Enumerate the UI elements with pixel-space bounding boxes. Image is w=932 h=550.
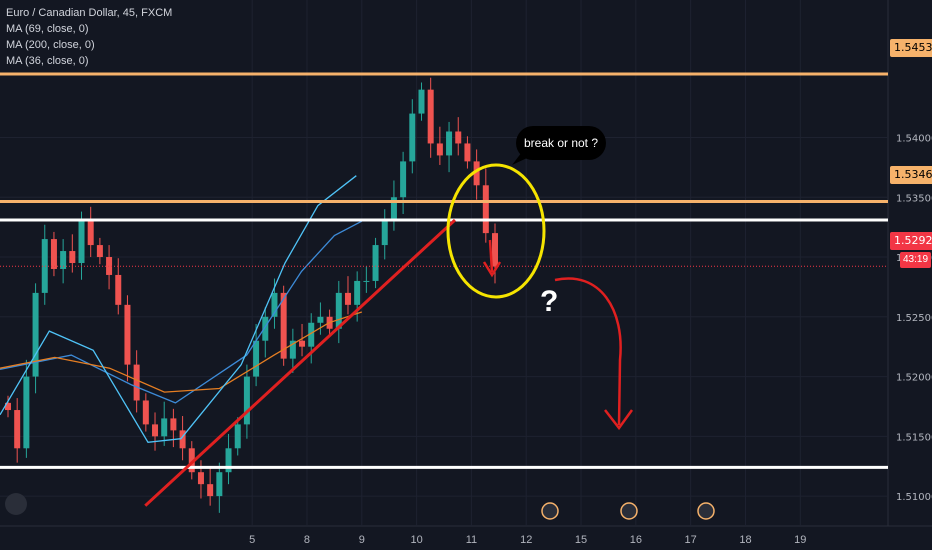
- candle-body: [455, 131, 462, 144]
- candle-body: [372, 245, 379, 281]
- economic-event-icon: [541, 502, 559, 520]
- x-tick-label: 12: [520, 534, 532, 546]
- candle-body: [207, 484, 214, 497]
- candle-body: [289, 340, 296, 359]
- candle-body: [41, 239, 48, 293]
- candle-body: [409, 113, 416, 162]
- y-tick-label: 1.52500: [896, 313, 932, 324]
- candle-body: [5, 402, 11, 411]
- economic-event-icon: [620, 502, 638, 520]
- candle-body: [317, 316, 324, 323]
- x-tick-label: 8: [304, 534, 310, 546]
- y-tick-label: 1.51500: [896, 432, 932, 443]
- candle-body: [216, 472, 223, 497]
- candle-body: [170, 418, 177, 431]
- break-or-not-callout: break or not ?: [516, 126, 606, 160]
- ma-36-line: [0, 175, 357, 443]
- candle-body: [253, 340, 260, 377]
- candle-body: [262, 316, 269, 341]
- candle-body: [436, 143, 443, 156]
- ma-36-legend: MA (36, close, 0): [6, 55, 89, 67]
- candle-body: [234, 424, 241, 449]
- short-down-arrow: [488, 239, 494, 273]
- candle-body: [78, 221, 85, 263]
- candle-body: [299, 340, 306, 347]
- x-tick-label: 18: [739, 534, 751, 546]
- last-price-label: 1.52923: [890, 232, 932, 250]
- candle-body: [60, 251, 67, 269]
- ma-200-legend: MA (200, close, 0): [6, 39, 95, 51]
- y-tick-label: 1.53500: [896, 193, 932, 204]
- candle-body: [188, 448, 195, 473]
- symbol-title: Euro / Canadian Dollar, 45, FXCM: [6, 7, 173, 19]
- candle-body: [161, 418, 168, 437]
- candle-body: [446, 131, 453, 156]
- x-tick-label: 19: [794, 534, 806, 546]
- x-tick-label: 11: [466, 534, 477, 546]
- projection-arrow: [554, 277, 622, 426]
- candle-body: [280, 292, 287, 359]
- candle-body: [133, 364, 140, 401]
- ascending-trendline: [144, 218, 456, 507]
- ma-69-legend: MA (69, close, 0): [6, 23, 89, 35]
- candle-body: [400, 161, 407, 198]
- question-mark-annotation: ?: [540, 285, 559, 318]
- x-tick-label: 10: [410, 534, 422, 546]
- candle-body: [225, 448, 232, 473]
- economic-event-icon: [697, 502, 715, 520]
- x-tick-label: 17: [685, 534, 697, 546]
- candle-body: [390, 197, 397, 222]
- candle-body: [14, 410, 21, 449]
- candle-body: [32, 292, 39, 377]
- candle-body: [87, 221, 94, 246]
- y-tick-label: 1.54000: [896, 133, 932, 144]
- short-down-arrow-head: [482, 261, 502, 278]
- candle-body: [363, 280, 370, 282]
- candle-body: [69, 251, 76, 263]
- candle-body: [23, 376, 30, 449]
- candle-body: [50, 239, 57, 269]
- y-tick-label: 1.51000: [896, 492, 932, 503]
- ma-69-line: [0, 220, 363, 404]
- candle-body: [152, 424, 159, 437]
- candle-body: [344, 292, 351, 305]
- projection-arrow-head: [604, 409, 634, 431]
- candle-body: [271, 292, 278, 317]
- x-tick-label: 9: [359, 534, 365, 546]
- x-tick-label: 15: [575, 534, 587, 546]
- candle-body: [197, 472, 204, 485]
- candle-body: [308, 322, 315, 347]
- candle-body: [473, 161, 480, 186]
- break-zone-circle: [446, 163, 546, 299]
- candle-body: [354, 280, 361, 305]
- candle-body: [482, 185, 489, 234]
- candle-body: [96, 245, 103, 258]
- candle-body: [106, 257, 113, 275]
- candle-body: [115, 274, 122, 305]
- x-tick-label: 16: [630, 534, 642, 546]
- x-tick-label: 5: [249, 534, 255, 546]
- candle-body: [427, 89, 434, 144]
- mid-resistance-price-label: 1.53464: [890, 166, 932, 184]
- ma-200-line: [0, 311, 363, 393]
- candle-body: [335, 292, 342, 329]
- tradingview-logo-icon[interactable]: [5, 493, 27, 515]
- candle-body: [381, 221, 388, 246]
- candle-timer: 43:19: [900, 252, 932, 268]
- candle-body: [179, 430, 186, 449]
- candle-body: [464, 143, 471, 162]
- chart-legend: Euro / Canadian Dollar, 45, FXCM MA (69,…: [6, 5, 172, 69]
- y-tick-label: 1.52000: [896, 373, 932, 384]
- candle-body: [142, 400, 149, 425]
- candle-body: [492, 233, 498, 267]
- candle-body: [243, 376, 250, 425]
- candle-body: [124, 304, 131, 365]
- candle-body: [418, 89, 425, 114]
